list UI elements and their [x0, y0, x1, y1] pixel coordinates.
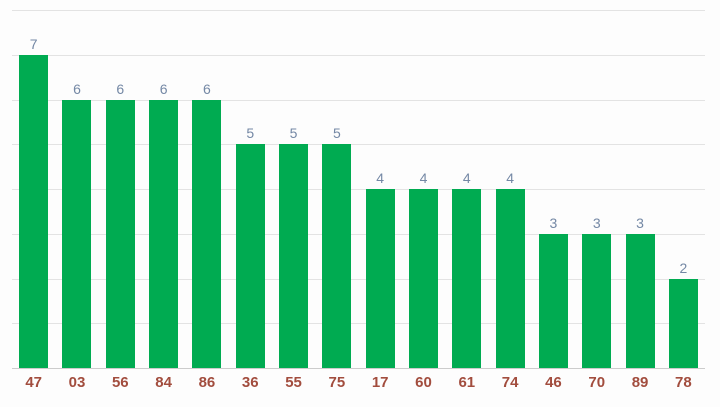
bar[interactable]	[625, 233, 655, 368]
gridline	[12, 323, 705, 325]
bar[interactable]	[279, 144, 309, 368]
bar-value-label: 4	[376, 170, 385, 186]
x-axis-label: 46	[545, 374, 562, 391]
x-axis-label: 70	[588, 374, 606, 391]
bar-value-label: 3	[592, 214, 601, 231]
x-axis-baseline	[12, 368, 705, 369]
bar[interactable]	[408, 189, 438, 368]
bar[interactable]	[105, 99, 135, 368]
x-axis-label: 55	[285, 374, 302, 391]
bar-value-label: 5	[332, 125, 341, 142]
x-axis-label: 17	[371, 374, 389, 391]
bar-value-label: 3	[549, 214, 558, 231]
bar[interactable]	[452, 189, 482, 368]
bar-value-label: 7	[29, 35, 38, 52]
bar[interactable]	[365, 189, 395, 368]
bar[interactable]	[62, 99, 92, 368]
gridline	[12, 233, 705, 235]
bar-value-label: 4	[419, 170, 428, 186]
x-axis-label: 86	[198, 374, 216, 391]
gridline	[12, 99, 705, 101]
x-axis-label: 84	[155, 374, 172, 391]
x-axis-label: 78	[675, 374, 692, 391]
bar[interactable]	[192, 99, 222, 368]
bar-value-label: 6	[159, 80, 168, 97]
bar-value-label: 5	[246, 125, 255, 142]
bar-value-label: 5	[289, 125, 298, 142]
gridline	[12, 54, 705, 56]
bar[interactable]	[538, 233, 568, 368]
gridline	[12, 10, 705, 11]
x-axis-label: 03	[68, 374, 86, 391]
bar-value-label: 4	[462, 170, 471, 186]
plot-area: 7 6 6 6 6 5 5 5 4 4 4 4 3 3 3 2	[12, 10, 705, 369]
x-axis-label: 75	[328, 374, 346, 391]
bar-value-label: 4	[506, 170, 514, 186]
x-axis-label: 74	[501, 374, 519, 391]
gridline	[12, 278, 705, 280]
x-axis-label: 47	[25, 374, 42, 391]
bar[interactable]	[582, 233, 612, 368]
x-axis: 47 03 56 84 86 36 55 75 17 60 61 74 46 70 89 78	[12, 374, 705, 394]
bar-value-label: 6	[116, 80, 125, 97]
x-axis-label: 60	[415, 374, 432, 391]
gridline	[12, 144, 705, 146]
x-axis-label: 56	[111, 374, 129, 391]
bar-value-label: 6	[203, 80, 211, 97]
bar[interactable]	[495, 189, 525, 368]
x-axis-label: 61	[458, 374, 476, 391]
bar-value-label: 2	[679, 259, 688, 276]
bar-value-label: 3	[636, 214, 644, 231]
bar[interactable]	[322, 144, 352, 368]
bar[interactable]	[19, 54, 49, 368]
bar[interactable]	[235, 144, 265, 368]
bar-value-label: 6	[73, 80, 81, 97]
x-axis-label: 89	[631, 374, 649, 391]
bar[interactable]	[149, 99, 179, 368]
gridline	[12, 189, 705, 190]
x-axis-label: 36	[241, 374, 259, 391]
bar[interactable]	[668, 278, 698, 368]
